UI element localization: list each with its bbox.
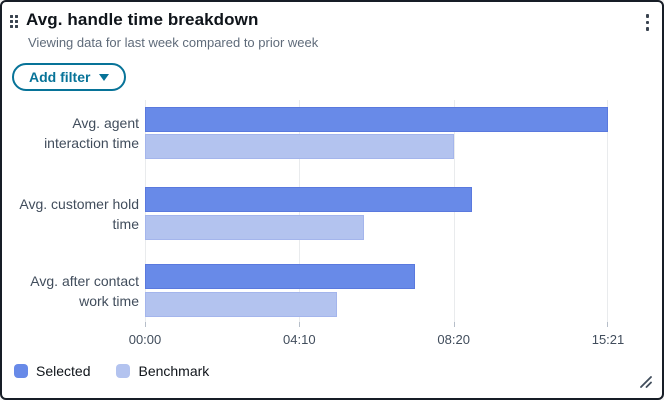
legend-item-selected[interactable]: Selected [14, 363, 90, 379]
legend-swatch-selected [14, 364, 28, 378]
bar-benchmark-agent-interaction[interactable] [145, 134, 454, 159]
axis-tick [453, 322, 455, 327]
chevron-down-icon [99, 73, 110, 81]
x-tick-label: 04:10 [283, 332, 316, 347]
legend-label-selected: Selected [36, 363, 91, 379]
x-axis: 00:00 04:10 08:20 15:21 [129, 332, 625, 348]
widget-subtitle: Viewing data for last week compared to p… [28, 35, 319, 50]
drag-handle-icon[interactable] [10, 15, 18, 28]
bar-selected-after-contact[interactable] [145, 264, 415, 289]
x-tick-label: 08:20 [437, 332, 470, 347]
bar-benchmark-customer-hold[interactable] [145, 215, 364, 240]
resize-handle-icon[interactable] [636, 372, 654, 390]
bar-selected-agent-interaction[interactable] [145, 107, 608, 132]
category-label-agent-interaction: Avg. agent interaction time [44, 115, 139, 151]
bar-benchmark-after-contact[interactable] [145, 292, 338, 317]
category-label-customer-hold: Avg. customer hold time [19, 196, 139, 232]
axis-tick [607, 322, 608, 327]
chart-legend: Selected Benchmark [14, 363, 209, 379]
bar-selected-customer-hold[interactable] [145, 187, 472, 212]
plot-area [145, 100, 608, 327]
axis-tick [145, 322, 146, 327]
category-label-after-contact: Avg. after contact work time [30, 273, 139, 309]
add-filter-label: Add filter [29, 69, 91, 85]
legend-swatch-benchmark [116, 364, 131, 378]
axis-tick [299, 322, 301, 327]
add-filter-button[interactable]: Add filter [12, 63, 127, 91]
gridline [607, 100, 608, 322]
legend-label-benchmark: Benchmark [138, 363, 210, 379]
x-tick-label: 00:00 [128, 332, 162, 347]
widget-title: Avg. handle time breakdown [26, 10, 259, 29]
legend-item-benchmark[interactable]: Benchmark [116, 363, 209, 379]
kebab-menu-icon[interactable] [643, 11, 653, 34]
x-tick-label: 15:21 [591, 332, 625, 347]
